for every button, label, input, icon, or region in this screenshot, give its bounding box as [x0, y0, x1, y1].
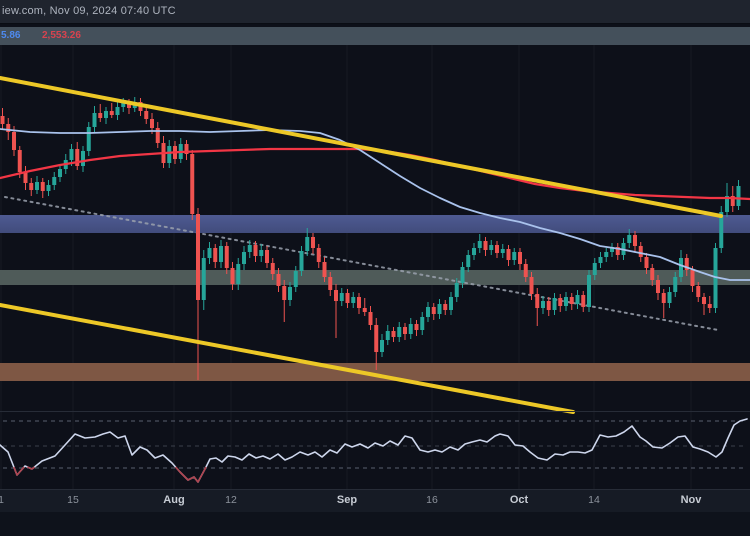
time-axis-day-label: 15 [67, 494, 79, 506]
upper-descending-channel [0, 76, 723, 218]
chart-pane-background [0, 45, 750, 490]
watermark-timestamp-text: iew.com, Nov 09, 2024 07:40 UTC [2, 5, 176, 17]
time-axis-month-label: Nov [680, 494, 702, 506]
rsi-oversold-segment [174, 466, 207, 483]
rsi-oversold-segment [27, 466, 35, 470]
indicator-legend-strip: 5.86 2,553.26 [0, 27, 750, 45]
dotted-trendline [4, 196, 719, 331]
ma-red-value: 2,553.26 [42, 30, 81, 41]
mid-zone-gray [0, 270, 750, 285]
rsi-line [0, 418, 748, 483]
time-axis-month-label: Aug [163, 494, 185, 506]
ma-blue-line [0, 128, 750, 281]
time-axis[interactable]: 1 15 Aug 12 Sep 16 Oct 14 Nov [0, 490, 750, 512]
support-zone-brown [0, 363, 750, 381]
time-axis-day-label: 14 [588, 494, 600, 506]
time-axis-strip[interactable] [0, 490, 750, 512]
time-axis-day-label: 12 [225, 494, 237, 506]
time-axis-month-label: Sep [336, 494, 358, 506]
header-bar: iew.com, Nov 09, 2024 07:40 UTC [0, 0, 750, 24]
time-axis-month-label: Oct [509, 494, 529, 506]
lower-descending-channel [0, 303, 575, 414]
candlestick-series [0, 97, 741, 380]
bottom-padding [0, 512, 750, 536]
ma-red-line [0, 147, 750, 201]
time-axis-day-label: 1 [0, 494, 4, 506]
ma-blue-value: 5.86 [1, 30, 21, 41]
resistance-zone-blue [0, 215, 750, 233]
time-axis-day-label: 16 [426, 494, 438, 506]
rsi-oversold-segment [13, 466, 25, 476]
